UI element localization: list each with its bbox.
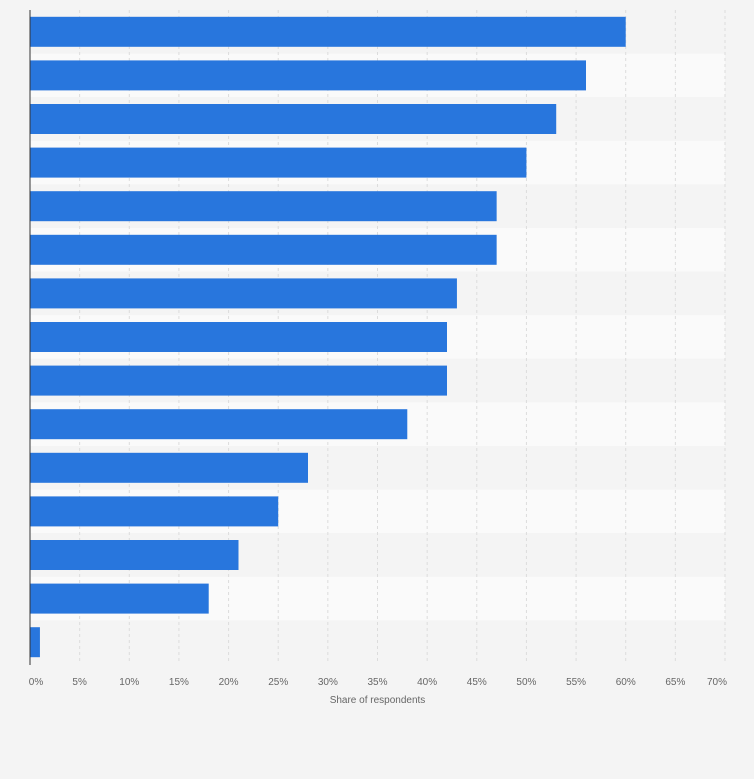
- bars: [30, 16, 626, 658]
- x-tick-label: 65%: [665, 677, 685, 688]
- bar[interactable]: [30, 540, 239, 570]
- bar[interactable]: [30, 16, 626, 47]
- x-tick-label: 20%: [219, 677, 239, 688]
- bar[interactable]: [30, 234, 497, 265]
- bar[interactable]: [30, 147, 527, 178]
- x-tick-label: 45%: [467, 677, 487, 688]
- x-axis-title: Share of respondents: [330, 695, 426, 706]
- bar[interactable]: [30, 452, 308, 483]
- bar[interactable]: [30, 583, 209, 614]
- x-tick-label: 15%: [169, 677, 189, 688]
- x-tick-label: 30%: [318, 677, 338, 688]
- bar[interactable]: [30, 365, 447, 396]
- x-tick-label: 40%: [417, 677, 437, 688]
- bar[interactable]: [30, 278, 457, 309]
- x-tick-label: 60%: [616, 677, 636, 688]
- x-tick-label: 5%: [72, 677, 87, 688]
- bar[interactable]: [30, 627, 40, 658]
- bar[interactable]: [30, 496, 279, 527]
- bar[interactable]: [30, 191, 497, 222]
- x-tick-label: 10%: [119, 677, 139, 688]
- x-tick-label: 0%: [29, 677, 44, 688]
- x-tick-label: 50%: [516, 677, 536, 688]
- bar[interactable]: [30, 409, 408, 440]
- x-tick-label: 55%: [566, 677, 586, 688]
- x-tick-labels: 0% 5% 10% 15% 20% 25% 30% 35% 40% 45% 50% 55% 60% 65%…: [29, 677, 727, 688]
- bar[interactable]: [30, 104, 557, 134]
- bar[interactable]: [30, 322, 447, 352]
- x-tick-label: 35%: [367, 677, 387, 688]
- x-tick-label: 70%: [707, 677, 727, 688]
- x-tick-label: 25%: [268, 677, 288, 688]
- bar[interactable]: [30, 60, 586, 91]
